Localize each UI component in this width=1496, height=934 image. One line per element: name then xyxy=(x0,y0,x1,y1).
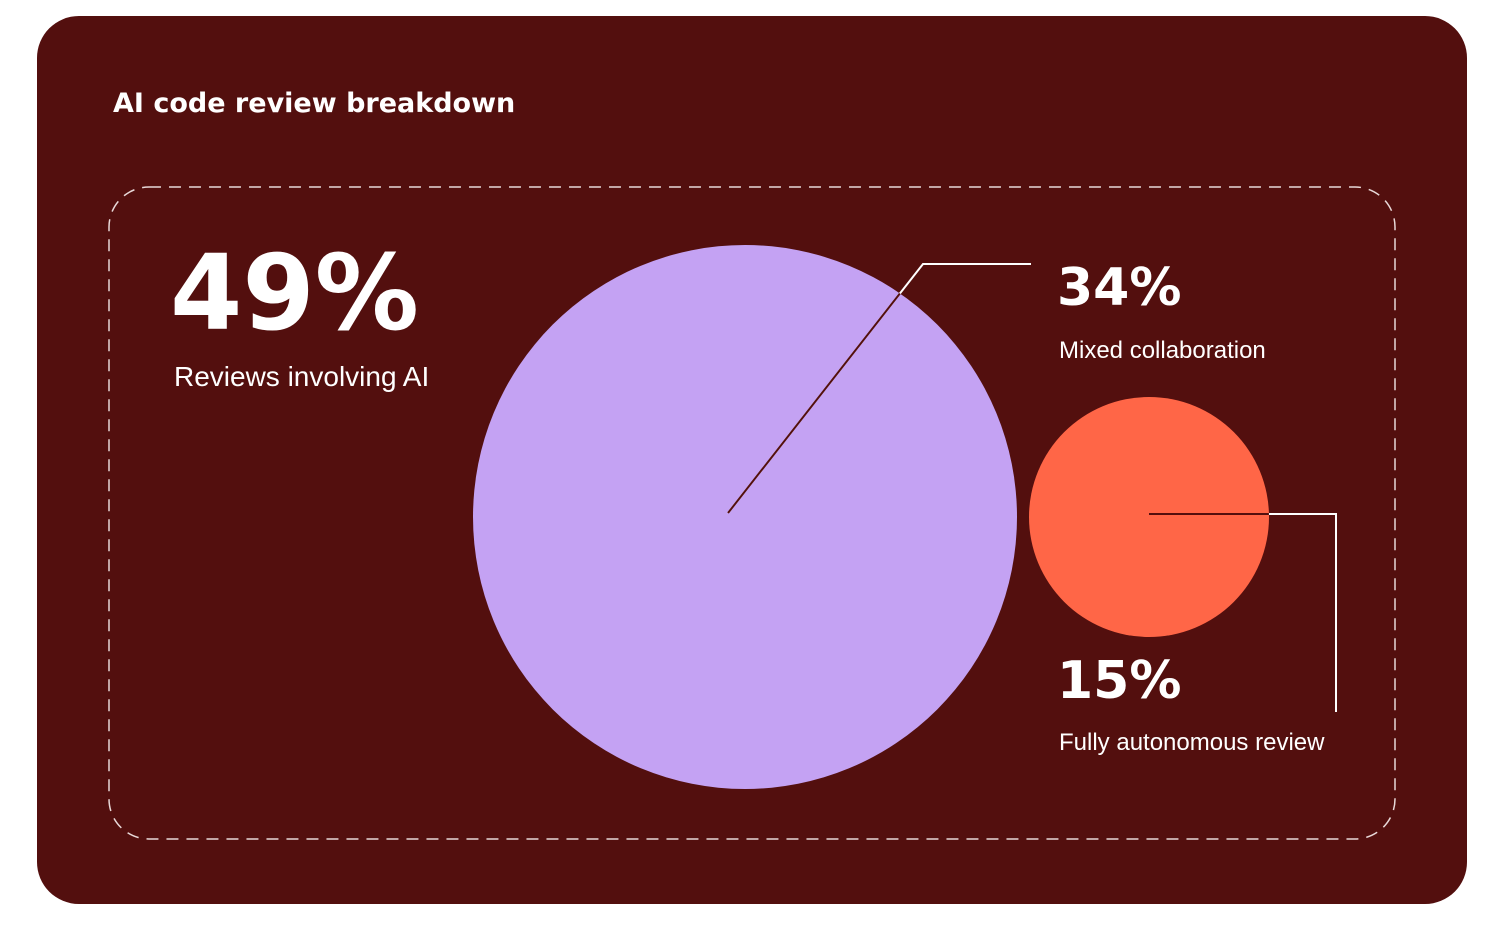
category-label: Fully autonomous review xyxy=(1059,729,1325,756)
chart-title: AI code review breakdown xyxy=(113,88,515,119)
dashed-frame xyxy=(108,186,1396,840)
bubble xyxy=(1029,397,1269,637)
bubble xyxy=(473,245,1017,789)
leader-line-inner xyxy=(1149,513,1269,637)
value-label: 34% xyxy=(1057,258,1181,318)
category-label: Mixed collaboration xyxy=(1059,337,1266,364)
total-value: 49% xyxy=(170,232,419,354)
value-label: 15% xyxy=(1057,651,1181,711)
total-label: Reviews involving AI xyxy=(174,361,429,392)
